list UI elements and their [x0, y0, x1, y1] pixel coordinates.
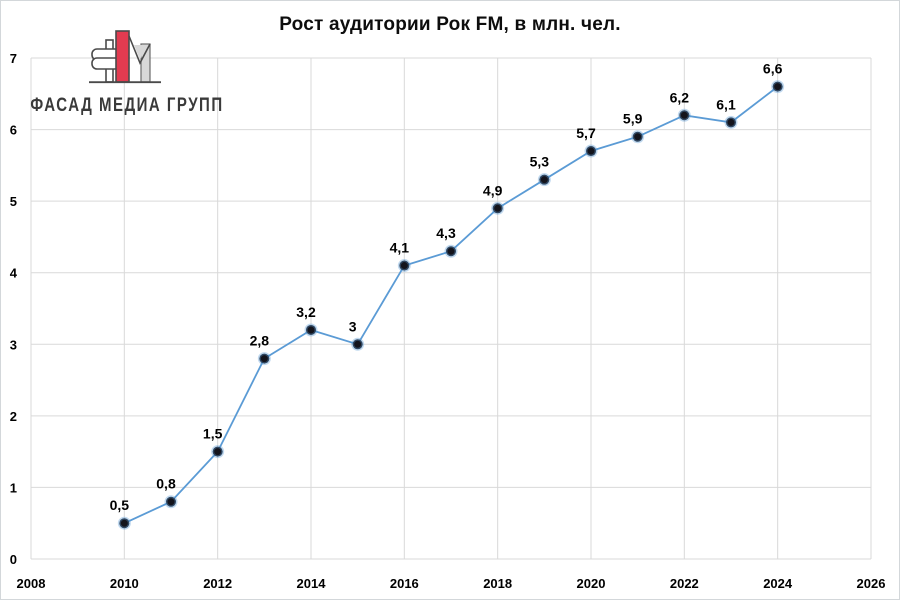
y-axis-tick-label: 2 — [10, 409, 17, 424]
x-axis-tick-label: 2018 — [483, 576, 512, 591]
data-point-label-2018: 4,9 — [483, 182, 503, 198]
data-point-label-2015: 3 — [349, 318, 357, 334]
y-axis-tick-label: 0 — [10, 552, 17, 567]
data-point-label-2024: 6,6 — [763, 61, 783, 77]
x-axis-tick-label: 2022 — [670, 576, 699, 591]
x-axis-tick-label: 2010 — [110, 576, 139, 591]
data-point-2016 — [397, 259, 411, 273]
x-axis-tick-label: 2016 — [390, 576, 419, 591]
x-axis-tick-label: 2026 — [857, 576, 886, 591]
data-point-label-2023: 6,1 — [716, 96, 736, 112]
y-axis-tick-label: 6 — [10, 123, 17, 138]
chart-title: Рост аудитории Рок FM, в млн. чел. — [279, 14, 621, 35]
data-point-2015 — [351, 337, 365, 351]
data-point-label-2013: 2,8 — [250, 333, 270, 349]
data-point-label-2010: 0,5 — [110, 497, 130, 513]
x-axis-tick-label: 2008 — [17, 576, 46, 591]
data-point-label-2016: 4,1 — [390, 240, 410, 256]
data-point-label-2017: 4,3 — [436, 225, 456, 241]
data-point-2011 — [164, 495, 178, 509]
data-point-2010 — [117, 516, 131, 530]
data-point-2018 — [491, 201, 505, 215]
y-axis-tick-label: 5 — [10, 194, 17, 209]
x-axis-tick-label: 2014 — [297, 576, 327, 591]
y-axis-tick-label: 7 — [10, 51, 17, 66]
data-point-label-2021: 5,9 — [623, 111, 643, 127]
logo-text: ФАСАД МЕДИА ГРУПП — [30, 94, 224, 117]
data-point-2022 — [677, 108, 691, 122]
x-axis-tick-label: 2020 — [577, 576, 606, 591]
data-point-2019 — [537, 173, 551, 187]
x-axis-tick-label: 2012 — [203, 576, 232, 591]
data-point-label-2020: 5,7 — [576, 125, 596, 141]
data-point-label-2014: 3,2 — [296, 304, 316, 320]
data-point-2012 — [211, 445, 225, 459]
logo-mark-icon — [89, 30, 161, 84]
data-point-2024 — [771, 80, 785, 94]
y-axis-tick-label: 4 — [10, 266, 18, 281]
y-axis-tick-label: 1 — [10, 480, 17, 495]
data-point-label-2019: 5,3 — [530, 154, 550, 170]
company-logo: ФАСАД МЕДИА ГРУПП — [29, 27, 225, 116]
audience-trend-line — [123, 85, 779, 525]
data-point-2021 — [631, 130, 645, 144]
data-point-label-2022: 6,2 — [670, 89, 690, 105]
data-point-label-2012: 1,5 — [203, 426, 223, 442]
data-point-2013 — [257, 352, 271, 366]
y-axis-tick-label: 3 — [10, 337, 17, 352]
x-axis-tick-label: 2024 — [763, 576, 793, 591]
data-point-2014 — [304, 323, 318, 337]
data-point-label-2011: 0,8 — [156, 476, 176, 492]
data-point-2023 — [724, 115, 738, 129]
data-point-2017 — [444, 244, 458, 258]
data-point-2020 — [584, 144, 598, 158]
